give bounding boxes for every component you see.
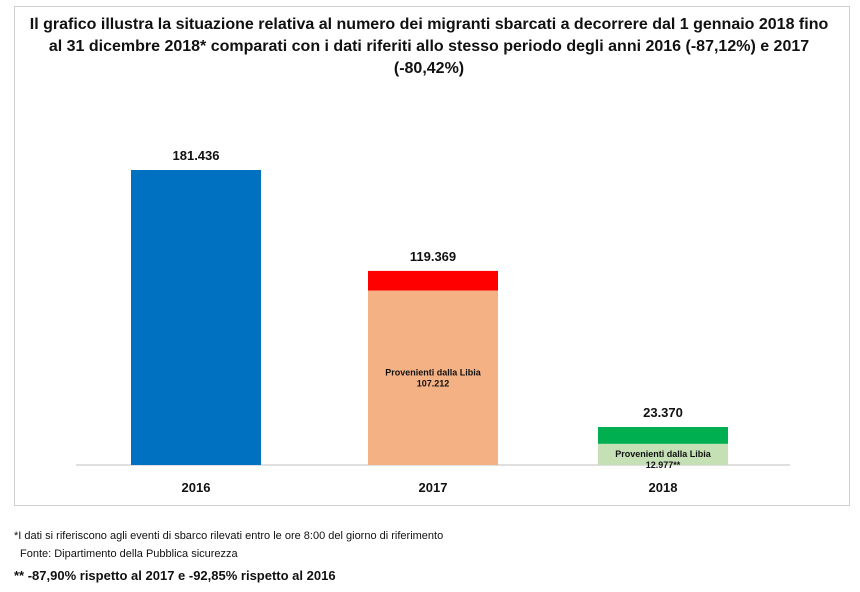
bar-2017-libia <box>368 290 498 465</box>
bar-2017-other <box>368 270 498 291</box>
x-tick-label-2016: 2016 <box>182 480 211 495</box>
segment-label-2018-1: 12.977** <box>646 460 681 470</box>
data-label-2016: 181.436 <box>173 148 220 163</box>
data-label-2017: 119.369 <box>410 249 456 264</box>
x-tick-label-2017: 2017 <box>419 480 448 495</box>
footnote-note: *I dati si riferiscono agli eventi di sb… <box>14 530 444 542</box>
bar-2018-other <box>598 427 728 444</box>
bar-2016 <box>131 170 261 465</box>
chart-title: Il grafico illustra la situazione relati… <box>29 16 829 77</box>
bar-2018-libia <box>598 443 728 465</box>
data-label-2018: 23.370 <box>643 405 683 420</box>
footnote-comparison: ** -87,90% rispetto al 2017 e -92,85% ri… <box>14 568 336 583</box>
segment-label-2018-0: Provenienti dalla Libia <box>615 449 712 459</box>
footnote-source: Fonte: Dipartimento della Pubblica sicur… <box>20 548 238 560</box>
segment-label-2017-1: 107.212 <box>417 378 450 388</box>
x-tick-label-2018: 2018 <box>649 480 678 495</box>
segment-label-2017-0: Provenienti dalla Libia <box>385 367 482 377</box>
